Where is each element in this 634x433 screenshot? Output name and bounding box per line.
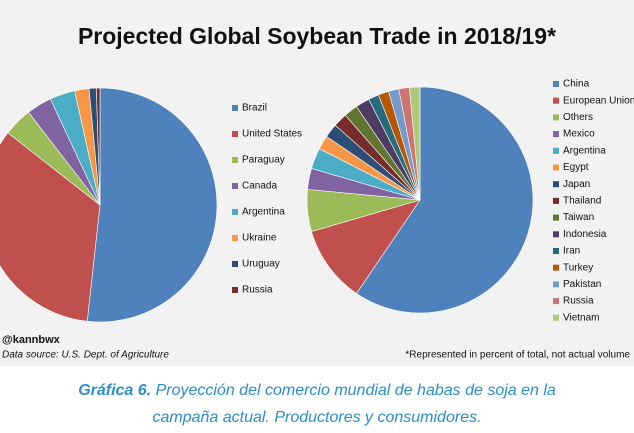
caption-line: Gráfica 6. Proyección del comercio mundi… <box>78 382 556 399</box>
note: *Represented in percent of total, not ac… <box>405 350 630 361</box>
legend-label: Japan <box>563 179 590 190</box>
legend-swatch <box>553 281 559 288</box>
caption-text: Proyección del comercio mundial de habas… <box>156 382 556 399</box>
legend-swatch <box>553 197 559 204</box>
legend-label: Argentina <box>242 207 285 218</box>
legend-swatch <box>553 248 559 254</box>
legend-swatch <box>553 164 559 171</box>
legend-label: Others <box>563 112 593 123</box>
legend-label: Paraguay <box>242 155 285 166</box>
legend-label: Argentina <box>563 145 606 156</box>
legend-label: Vietnam <box>563 312 600 323</box>
legend-label: Russia <box>242 285 273 296</box>
legend-label: Mexico <box>563 129 595 140</box>
pie-slice <box>311 199 421 294</box>
legend-label: Turkey <box>563 262 593 273</box>
legend-swatch <box>232 157 238 163</box>
legend-label: Uruguay <box>242 259 280 270</box>
legend-swatch <box>553 298 559 305</box>
legend-swatch <box>553 131 559 138</box>
legend-swatch <box>232 209 238 215</box>
legend-label: Canada <box>242 181 277 192</box>
legend-swatch <box>553 97 559 104</box>
legend-label: China <box>563 79 590 90</box>
chart-title: Projected Global Soybean Trade in 2018/1… <box>78 23 556 49</box>
legend-swatch <box>553 264 559 271</box>
pie-slice <box>86 87 218 323</box>
legend-swatch <box>232 105 238 111</box>
source: Data source: U.S. Dept. of Agriculture <box>2 350 169 361</box>
legend-label: United States <box>242 129 302 140</box>
legend-swatch <box>232 235 238 241</box>
legend-swatch <box>553 114 559 121</box>
legend-label: Russia <box>563 296 594 307</box>
legend-swatch <box>232 183 238 189</box>
pie-slice <box>0 132 101 322</box>
legend-swatch <box>553 231 559 238</box>
legend-swatch <box>553 147 559 154</box>
legend-swatch <box>553 181 559 188</box>
legend-swatch <box>553 314 559 321</box>
legend-label: Brazil <box>242 103 267 114</box>
legend-label: European Union <box>563 95 634 106</box>
pie-slice <box>356 86 534 314</box>
legend-label: Taiwan <box>563 212 594 223</box>
legend-label: Iran <box>563 246 580 257</box>
legend-swatch <box>553 81 559 87</box>
legend-label: Pakistan <box>563 279 601 290</box>
handle: @kannbwx <box>2 334 61 346</box>
legend-swatch <box>232 131 238 137</box>
pie-slice <box>409 86 421 201</box>
legend-label: Indonesia <box>563 229 607 240</box>
legend-swatch <box>232 287 238 293</box>
legend-label: Thailand <box>563 196 601 207</box>
pie-slice <box>96 87 101 206</box>
legend-swatch <box>232 261 238 267</box>
caption-line: campaña actual. Productores y consumidor… <box>152 409 481 426</box>
caption-label: Gráfica 6. <box>78 382 151 399</box>
legend-label: Ukraine <box>242 233 277 244</box>
legend-label: Egypt <box>563 162 589 173</box>
legend-swatch <box>553 214 559 221</box>
